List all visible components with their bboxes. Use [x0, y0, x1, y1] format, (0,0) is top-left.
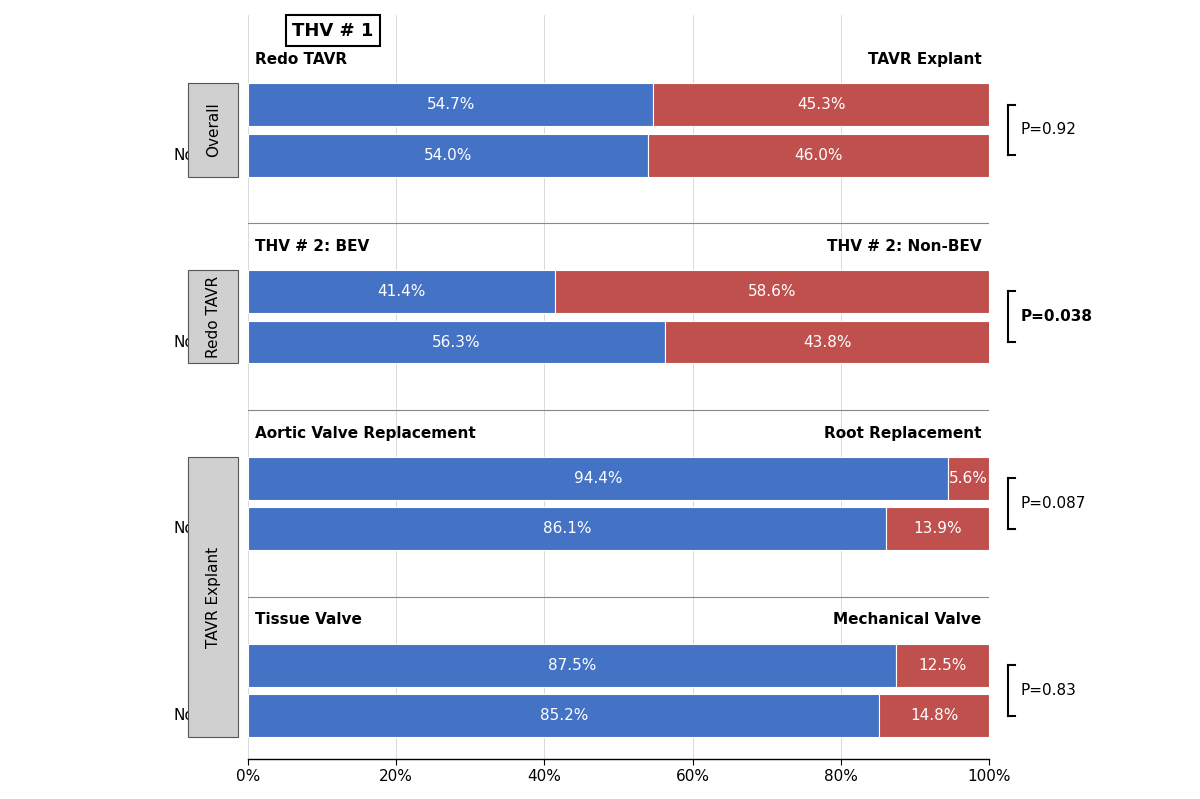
Text: 43.8%: 43.8% — [803, 335, 852, 349]
Bar — [248, 694, 880, 737]
Text: BEV: BEV — [209, 658, 239, 673]
Bar — [648, 133, 989, 177]
Text: Tissue Valve: Tissue Valve — [256, 613, 362, 627]
Bar — [248, 507, 886, 551]
Bar — [948, 457, 989, 499]
Bar — [896, 644, 989, 686]
Text: Root Replacement: Root Replacement — [824, 426, 982, 440]
Bar — [248, 644, 896, 686]
Text: P=0.92: P=0.92 — [1021, 122, 1076, 137]
Text: THV # 2: BEV: THV # 2: BEV — [256, 239, 370, 254]
Bar — [886, 507, 989, 551]
Text: Overall: Overall — [205, 102, 221, 157]
Text: Redo TAVR: Redo TAVR — [256, 52, 348, 67]
Text: 12.5%: 12.5% — [918, 658, 967, 673]
Text: BEV: BEV — [209, 471, 239, 486]
Text: P=0.038: P=0.038 — [1021, 309, 1093, 324]
Text: 85.2%: 85.2% — [540, 708, 588, 723]
Text: 58.6%: 58.6% — [748, 284, 796, 299]
Bar — [248, 457, 948, 499]
Bar — [665, 320, 990, 364]
Text: 5.6%: 5.6% — [949, 471, 988, 486]
Text: Non-BEV: Non-BEV — [173, 335, 239, 349]
Text: 86.1%: 86.1% — [542, 522, 592, 536]
Text: 54.7%: 54.7% — [426, 97, 475, 112]
Bar — [653, 83, 989, 126]
Text: THV # 2: Non-BEV: THV # 2: Non-BEV — [827, 239, 982, 254]
Text: BEV: BEV — [209, 97, 239, 112]
Text: Non-BEV: Non-BEV — [173, 522, 239, 536]
Text: 87.5%: 87.5% — [548, 658, 596, 673]
Bar — [248, 133, 648, 177]
Text: Aortic Valve Replacement: Aortic Valve Replacement — [256, 426, 476, 440]
Text: TAVR Explant: TAVR Explant — [868, 52, 982, 67]
Text: Mechanical Valve: Mechanical Valve — [833, 613, 982, 627]
Text: 46.0%: 46.0% — [794, 148, 842, 163]
Text: 45.3%: 45.3% — [797, 97, 846, 112]
Bar — [248, 270, 554, 313]
Bar — [248, 320, 665, 364]
Text: THV # 1: THV # 1 — [293, 22, 374, 40]
Text: 14.8%: 14.8% — [910, 708, 959, 723]
Text: BEV: BEV — [209, 284, 239, 299]
Text: 54.0%: 54.0% — [424, 148, 473, 163]
Text: P=0.087: P=0.087 — [1021, 496, 1086, 511]
Bar — [554, 270, 989, 313]
Text: Redo TAVR: Redo TAVR — [205, 276, 221, 358]
Bar — [880, 694, 989, 737]
Text: TAVR Explant: TAVR Explant — [205, 547, 221, 647]
Text: Non-BEV: Non-BEV — [173, 708, 239, 723]
Bar — [248, 83, 653, 126]
Text: 56.3%: 56.3% — [432, 335, 481, 349]
Text: P=0.83: P=0.83 — [1021, 683, 1076, 698]
Text: 94.4%: 94.4% — [574, 471, 622, 486]
Text: 13.9%: 13.9% — [913, 522, 962, 536]
Text: Non-BEV: Non-BEV — [173, 148, 239, 163]
Text: 41.4%: 41.4% — [377, 284, 426, 299]
